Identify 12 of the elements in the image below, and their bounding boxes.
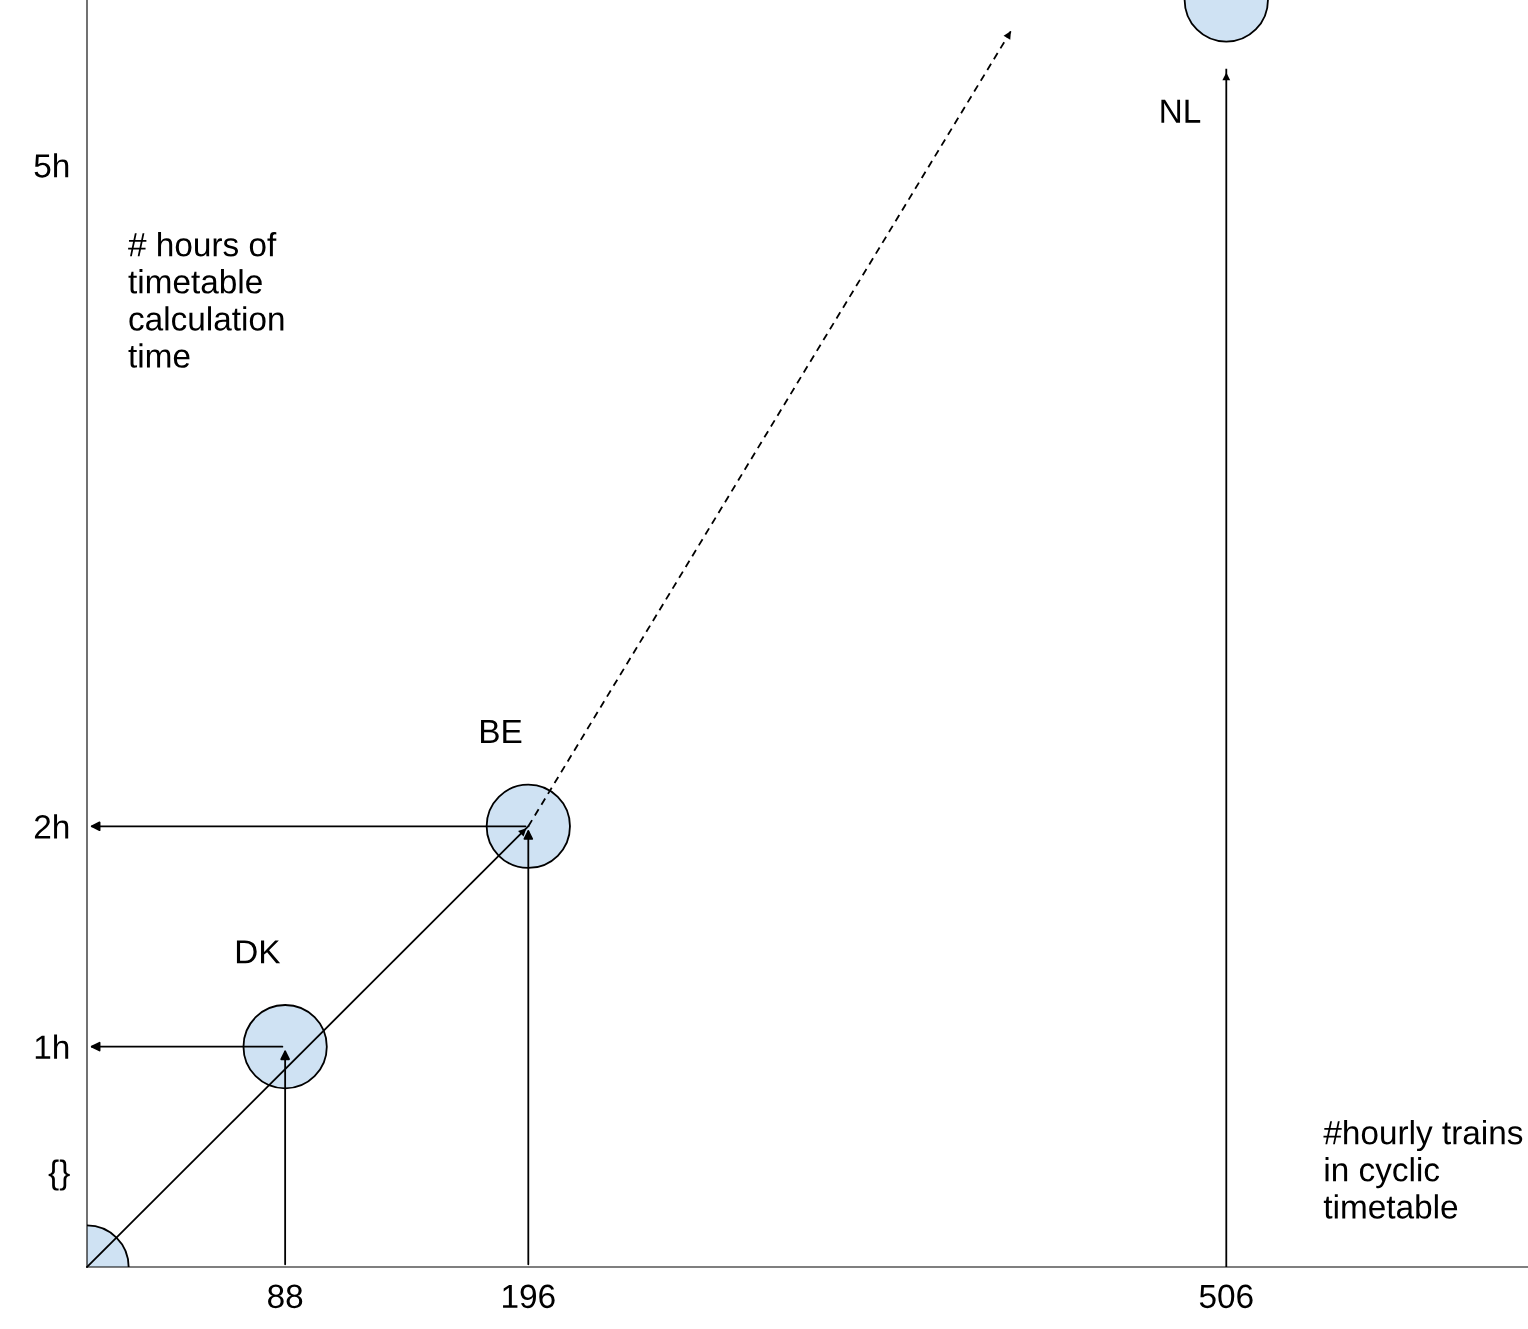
y-axis-title: # hours of timetable calculation time [128, 232, 284, 368]
x-tick-label: 506 [1199, 1284, 1253, 1309]
x-tick-label: 196 [503, 1284, 555, 1309]
annotation: DK [236, 940, 281, 964]
x-tick-label: 88 [268, 1284, 303, 1309]
ref-line-label: NL [1161, 99, 1201, 123]
y-tick-label: 1h [35, 1034, 69, 1059]
x-axis-title: #hourly trains in cyclic timetable [1323, 1120, 1523, 1219]
annotation: {} [48, 1159, 70, 1191]
annotation: BE [481, 720, 522, 743]
y-tick-label: 5h [34, 153, 69, 178]
y-tick-label: 2h [34, 814, 69, 839]
